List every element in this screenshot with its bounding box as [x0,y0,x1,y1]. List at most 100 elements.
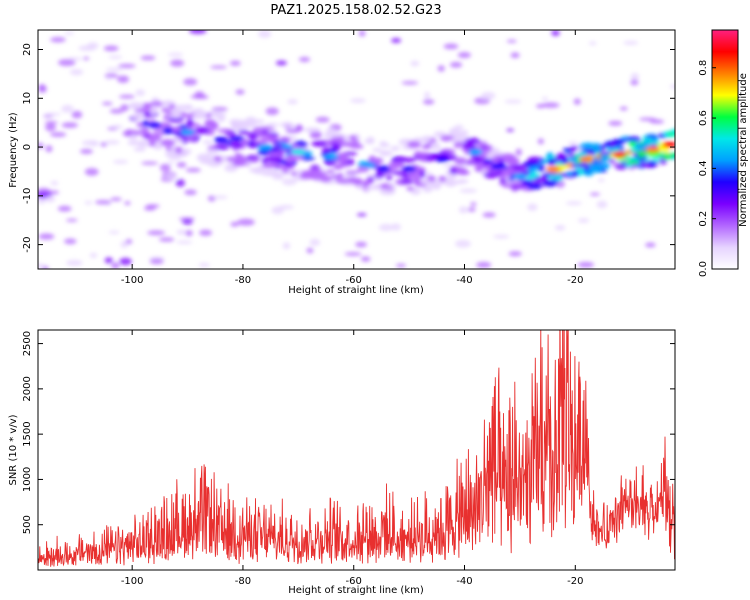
spectrogram-noise-blob [390,37,402,43]
spectrogram-noise-blob [510,52,520,59]
spectrogram-ridge-blob [145,134,162,142]
spectrogram-ridge-blob [505,159,520,166]
spectrogram-ridge-blob [542,179,558,187]
spectrogram-ridge-blob [637,150,645,159]
spectrogram-noise-blob [61,104,74,113]
spectrogram-noise-blob [108,230,120,234]
spectrogram-noise-blob [105,67,124,72]
spectrogram-ridge-blob [160,100,176,105]
spectrogram-ridge-blob [262,162,276,169]
spectrogram-ridge-blob [483,172,499,179]
spectrogram-noise-blob [355,241,367,248]
spectrogram-noise-blob [275,60,288,66]
spectrogram-noise-blob [391,223,402,231]
spectrogram-ridge-blob [459,130,469,136]
spectrogram-noise-blob [476,261,492,268]
spectrogram-noise-blob [50,190,59,195]
spectrogram-ridge-blob [547,175,558,179]
colorbar-ticks: 0.0 0.2 0.4 0.6 0.8 [698,29,739,277]
spectrogram-ridge-blob [379,143,391,148]
spectrogram-ridge-blob [537,164,546,172]
spectrogram-noise-blob [619,106,628,111]
spectrogram-peak [147,122,162,129]
spectrogram-ridge-blob [462,143,476,150]
spectrogram-ridge-blob [285,129,301,134]
spectrogram-ridge-blob [186,118,194,127]
spectrogram-noise-blob [437,65,445,72]
spectrogram-noise-blob [124,201,131,206]
spectrogram-noise-blob [89,252,98,259]
spectrogram-ridge-blob [406,186,415,191]
spectrogram-ridge-blob [364,187,371,192]
snr-panel: -100 -80 -60 -40 -20 500 1000 1500 2000 2500 Hei… [8,329,676,596]
spectrogram-noise-blob [630,72,640,81]
spectrogram-ridge-blob [248,158,260,163]
spectrogram-ridge-blob [416,152,431,157]
spectrogram-ridge-blob [478,141,488,147]
spectrogram-ridge-blob [127,140,141,146]
snr-x-tick-label: -80 [235,576,251,587]
spectrogram-ridge-blob [253,140,268,145]
spectrogram-ridge-blob [651,158,662,162]
colorbar-tick-label: 0.4 [698,160,709,176]
spectrogram-noise-blob [49,132,67,137]
spectrogram-ridge-blob [388,161,405,169]
spectrogram-ridge-blob [453,141,462,149]
spectrogram-noise-blob [45,145,53,153]
spectrogram-ridge-blob [274,143,284,148]
spectrogram-ridge-blob [608,158,616,163]
spectrogram-ridge-blob [345,170,361,175]
spectrogram-ridge-blob [245,116,257,124]
spectrogram-noise-blob [44,112,62,116]
spectrogram-noise-blob [184,189,197,196]
spectrogram-noise-blob [79,148,93,154]
spectrogram-noise-blob [537,138,544,145]
spectrogram-noise-blob [515,148,522,156]
spectrogram-noise-blob [68,57,83,61]
spectrogram-noise-blob [360,256,371,262]
snr-x-tick-label: -100 [121,576,144,587]
spectrogram-ridge-blob [413,137,425,142]
snr-y-ticks: 500 1000 1500 2000 2500 [22,331,675,534]
spectrogram-noise-blob [669,84,675,89]
spectrogram-ridge-blob [215,145,229,151]
spectrogram-noise-blob [589,192,601,196]
spectrogram-noise-blob [108,55,123,59]
colorbar-tick-label: 0.8 [698,60,709,76]
spectrogram-noise-blob [66,218,78,222]
spectrogram-noise-blob [470,202,477,206]
spectrogram-ridge-blob [167,152,181,160]
spectrogram-ridge-blob [420,178,430,185]
spectrogram-noise-blob [588,41,597,46]
spectrogram-ridge-blob [159,121,172,128]
spectrogram-ridge-blob [216,114,226,123]
spectrogram-noise-blob [78,45,96,52]
spectrogram-noise-blob [298,56,311,63]
spectrogram-noise-blob [596,200,608,209]
spectrogram-ridge-blob [635,143,650,150]
spectrogram-noise-blob [211,107,228,112]
spectrogram-noise-blob [182,219,193,225]
spectrogram-noise-blob [118,94,135,99]
spectrogram-noise-blob [61,122,79,129]
spectrogram-ridge-blob [253,167,265,175]
spectrogram-noise-blob [176,240,193,245]
spectrogram-noise-blob [38,233,55,240]
spectrogram-ridge-blob [204,119,215,125]
spectrogram-ridge-blob [507,177,516,182]
spectrogram-ridge-blob [661,153,672,160]
spectrogram-noise-blob [608,120,623,126]
spectrogram-ridge-blob [343,134,350,142]
spectrogram-noise-blob [175,179,186,187]
spectrogram-noise-blob [66,259,83,266]
spectrogram-noise-blob [551,30,560,36]
spectrogram-noise-blob [50,180,59,186]
spectrogram-ridge-blob [149,111,157,116]
spectrogram-noise-blob [378,223,394,232]
spectrogram-noise-blob [103,45,119,52]
spectrogram-ridge-blob [240,139,251,145]
spectrogram-noise-blob [94,200,112,205]
spectrogram-ridge-blob [129,135,138,140]
spectrogram-ridge-blob [202,140,213,145]
spectrogram-x-ticks: -100 -80 -60 -40 -20 [121,30,583,286]
